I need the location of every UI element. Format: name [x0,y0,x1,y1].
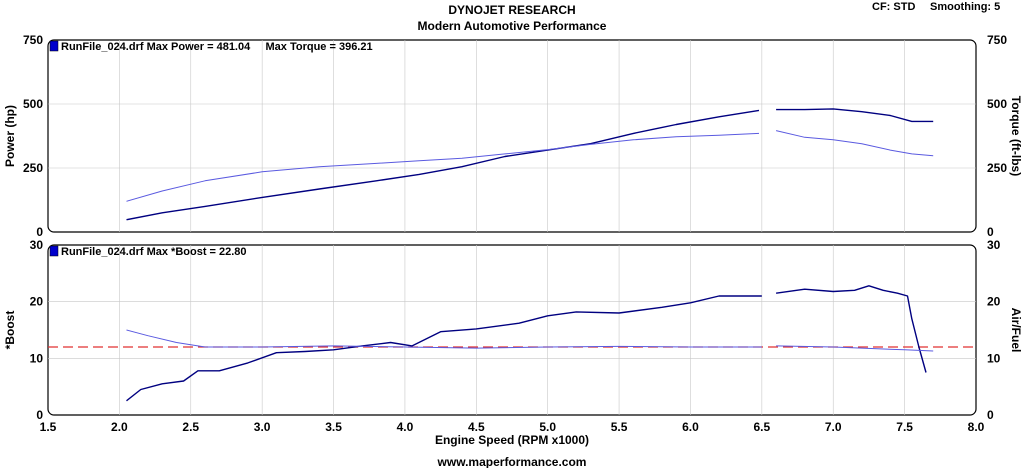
y-right-tick-label: 20 [987,295,1001,309]
y-right-tick-label: 250 [987,161,1007,175]
x-tick-label: 6.5 [754,420,771,434]
series-boost-line [126,295,762,402]
x-tick-label: 6.0 [682,420,699,434]
y-right-tick-label: 750 [987,33,1007,47]
x-tick-label: 3.0 [254,420,271,434]
series-torque-line [126,132,760,202]
y-right-tick-label: 0 [987,225,994,239]
x-tick-label: 1.5 [40,420,57,434]
x-tick-label: 7.5 [896,420,913,434]
y-tick-label: 250 [23,161,43,175]
series-torque-line [775,130,934,157]
legend-marker-icon [49,245,59,257]
correction-factor: CF: STD [872,1,915,13]
legend-text: RunFile_024.drf Max Power = 481.04 Max T… [61,41,373,53]
y-tick-label: 20 [30,295,44,309]
y-axis-label: *Boost [3,311,17,350]
series-air_fuel-line [126,329,762,349]
plot-frame [47,39,977,233]
shop-title: Modern Automotive Performance [418,19,607,33]
power-torque-panel: 0 250 500 750 0 250 500 750 Power (hp) Torque (ft… [3,33,1023,239]
boost-airfuel-panel: 0 10 20 30 0 10 20 30 *Boost Air/Fuel RunFile_024.… [3,238,1023,434]
plot-frame [47,244,977,416]
x-tick-label: 7.0 [825,420,842,434]
y-right-tick-label: 30 [987,238,1001,252]
y-axis-label: Power (hp) [3,105,17,167]
y-tick-label: 750 [23,33,43,47]
series-power-line [126,109,760,221]
series-air_fuel-line [776,345,934,352]
y-right-axis-label: Air/Fuel [1009,308,1023,353]
x-tick-label: 5.0 [539,420,556,434]
y-right-tick-label: 500 [987,97,1007,111]
x-tick-label: 2.5 [182,420,199,434]
y-tick-label: 500 [23,97,43,111]
legend-text: RunFile_024.drf Max *Boost = 22.80 [61,246,247,258]
x-tick-label: 8.0 [968,420,985,434]
x-tick-label: 4.0 [397,420,414,434]
series-power-line [776,108,934,123]
footer-url: www.maperformance.com [437,455,587,468]
x-tick-label: 2.0 [111,420,128,434]
company-title: DYNOJET RESEARCH [448,3,575,17]
y-tick-label: 30 [30,238,44,252]
x-tick-label: 3.5 [325,420,342,434]
y-tick-label: 0 [36,408,43,422]
x-tick-label: 5.5 [611,420,628,434]
y-tick-label: 0 [36,225,43,239]
y-tick-label: 10 [30,351,44,365]
x-tick-label: 4.5 [468,420,485,434]
legend-marker-icon [49,40,59,52]
series-boost-line [776,285,927,373]
y-right-tick-label: 10 [987,351,1001,365]
y-right-tick-label: 0 [987,408,994,422]
y-right-axis-label: Torque (ft-lbs) [1009,96,1023,176]
x-axis-label: Engine Speed (RPM x1000) [435,433,589,447]
smoothing-setting: Smoothing: 5 [930,1,1000,13]
